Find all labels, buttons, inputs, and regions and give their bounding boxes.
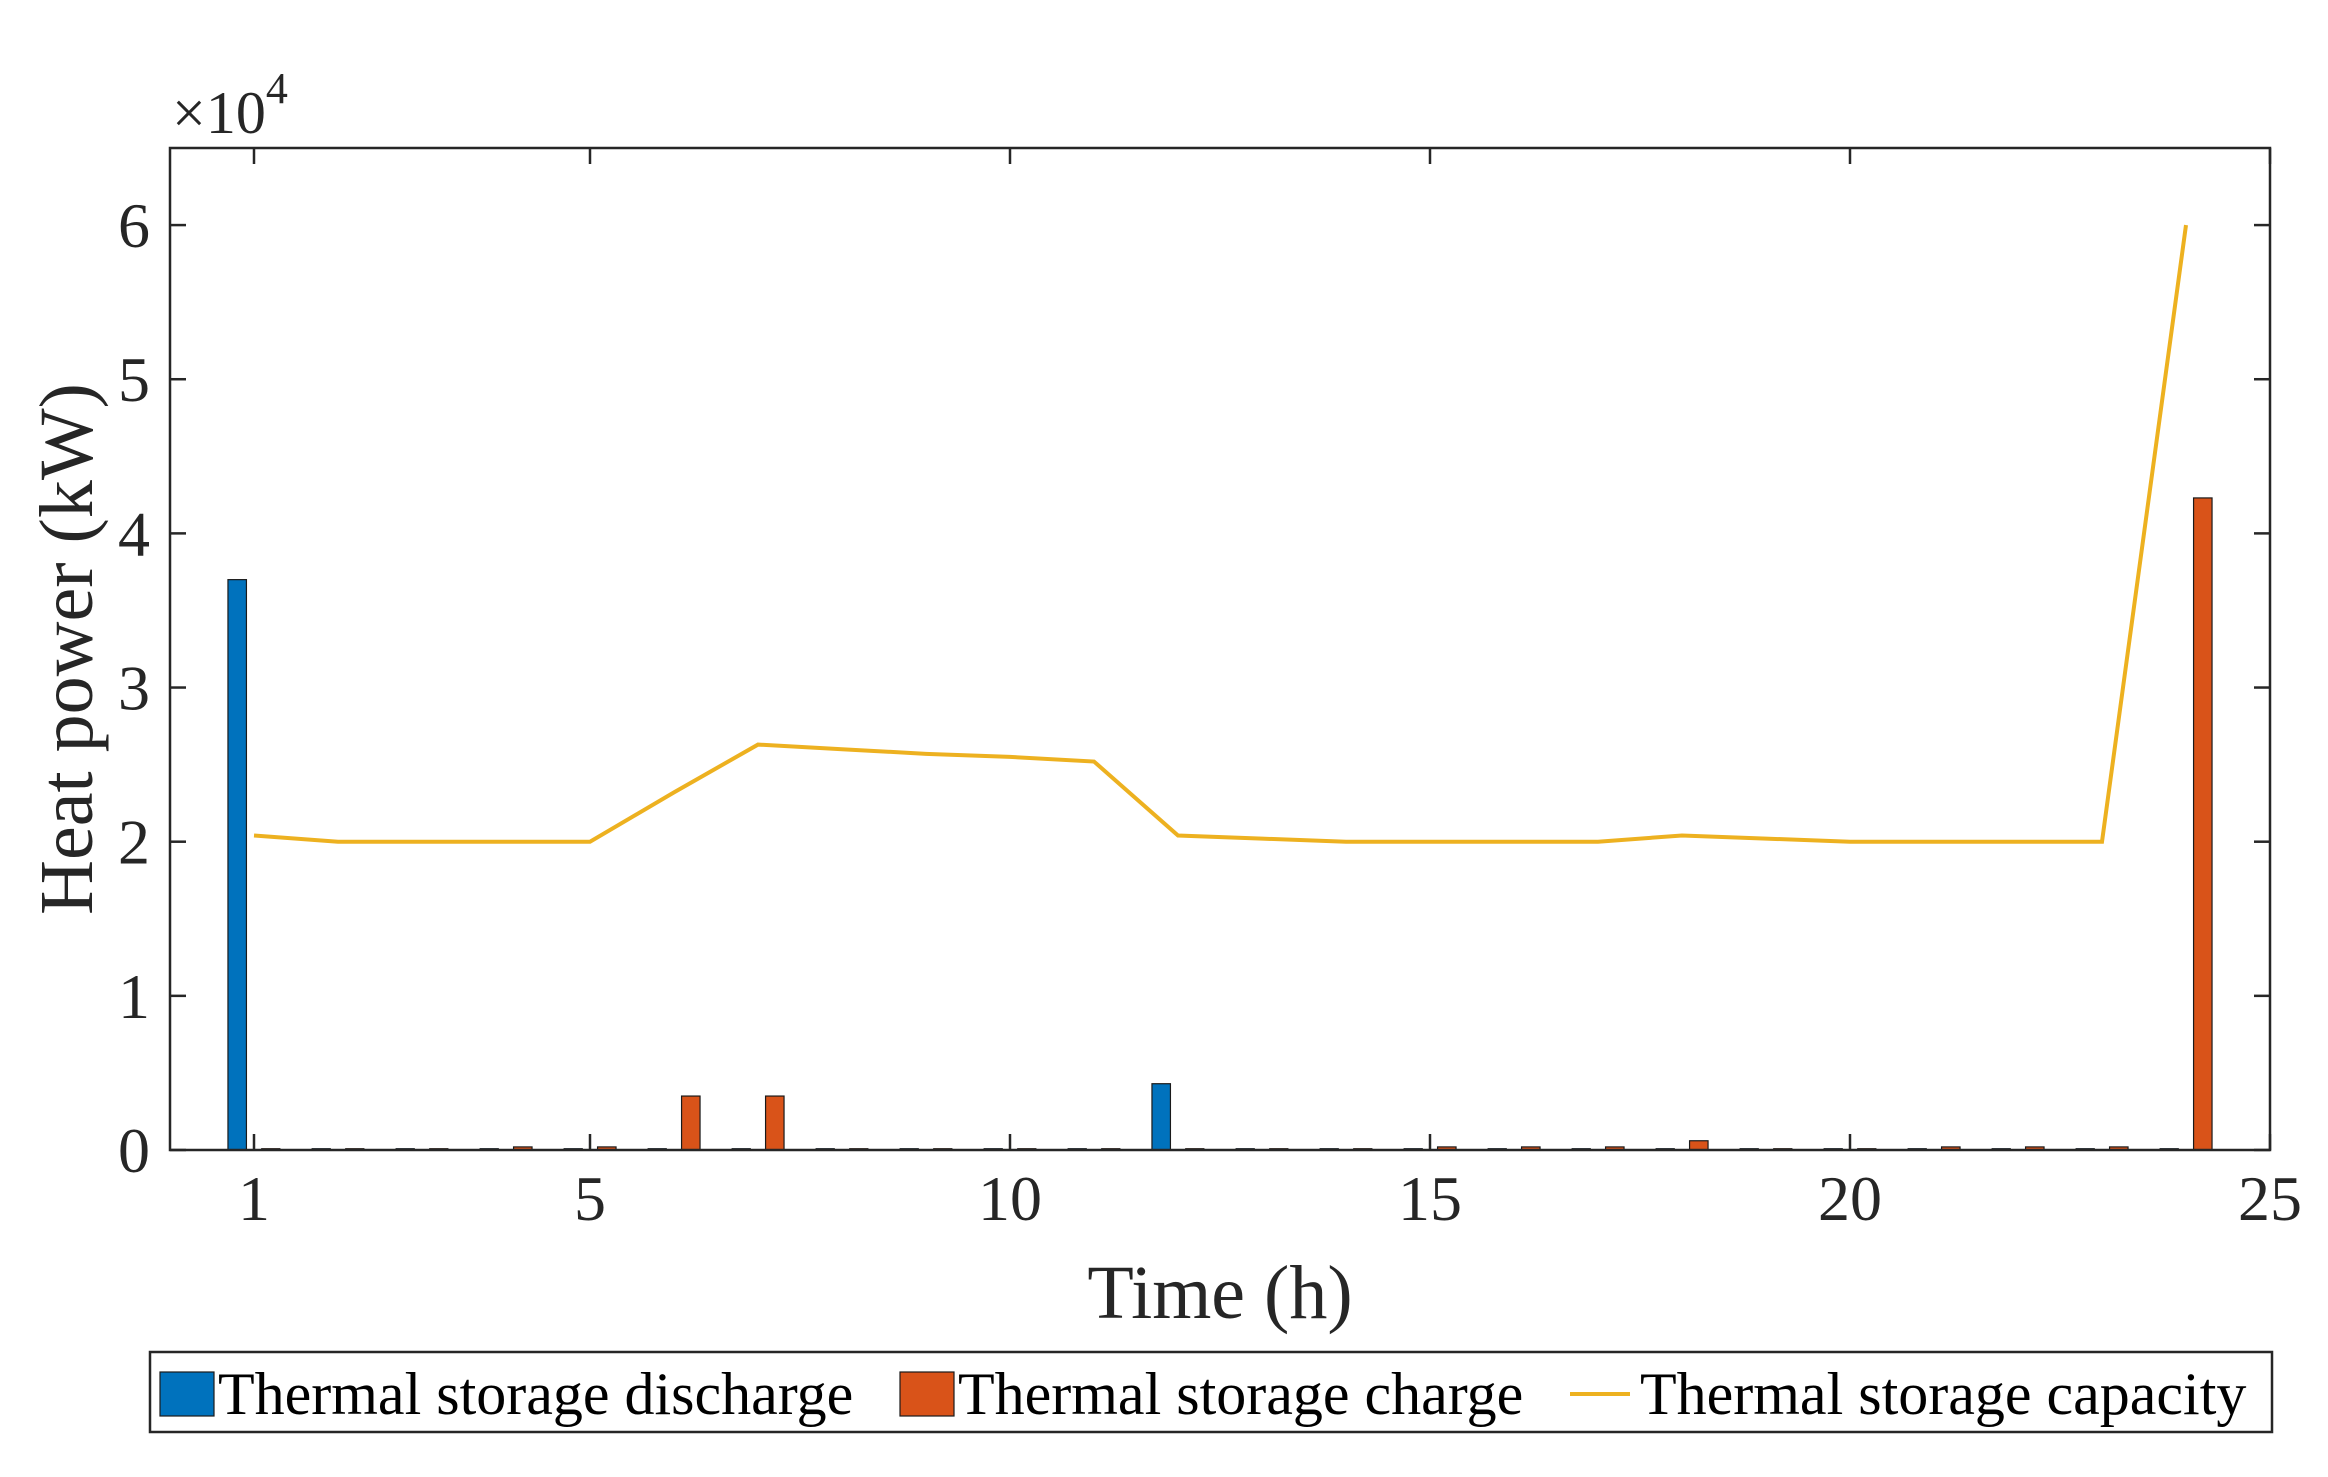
x-tick-label-20: 20 (1818, 1163, 1882, 1234)
legend-items: Thermal storage discharge Thermal storage… (159, 1361, 2246, 1427)
legend: Thermal storage discharge Thermal storage… (148, 1350, 2274, 1434)
plot-area (170, 148, 2270, 1150)
x-tick-label-15: 15 (1398, 1163, 1462, 1234)
x-tick-label-5: 5 (574, 1163, 606, 1234)
y-axis-exponent: ×104 (172, 64, 288, 146)
plot-frame (168, 146, 2272, 1152)
bar-thermal-storage-charge-18 (1688, 1140, 1709, 1151)
y-axis-exponent-power: 4 (266, 64, 288, 113)
x-tick-label-10: 10 (978, 1163, 1042, 1234)
y-axis-label: Heat power (kW) (25, 383, 109, 915)
x-tick-label-1: 1 (238, 1163, 270, 1234)
bars-layer (227, 497, 2213, 1151)
bar-thermal-storage-discharge-1 (227, 579, 248, 1151)
y-tick-label-2: 2 (118, 807, 150, 878)
y-tick-label-3: 3 (118, 653, 150, 724)
y-tick-label-0: 0 (118, 1115, 150, 1186)
bar-thermal-storage-charge-6 (680, 1095, 701, 1151)
y-axis-exponent-base: ×10 (172, 80, 266, 146)
bar-thermal-storage-charge-7 (764, 1095, 785, 1151)
y-tick-label-4: 4 (118, 498, 150, 569)
y-tick-label-1: 1 (118, 961, 150, 1032)
line-layer (253, 224, 2188, 844)
bar-thermal-storage-discharge-12 (1151, 1083, 1172, 1151)
legend-label-thermal-storage-charge: Thermal storage charge (958, 1361, 1523, 1427)
line-thermal-storage-capacity (253, 224, 2188, 844)
legend-label-thermal-storage-capacity: Thermal storage capacity (1640, 1361, 2246, 1427)
legend-label-thermal-storage-discharge: Thermal storage discharge (218, 1361, 853, 1427)
x-tick-label-25: 25 (2238, 1163, 2302, 1234)
y-tick-label-5: 5 (118, 344, 150, 415)
legend-swatch-thermal-storage-discharge (159, 1371, 215, 1417)
y-tick-label-6: 6 (118, 190, 150, 261)
legend-box (148, 1350, 2274, 1434)
legend-swatch-thermal-storage-charge (899, 1371, 955, 1417)
bar-thermal-storage-charge-24 (2192, 497, 2213, 1151)
x-axis-label: Time (h) (1087, 1251, 1352, 1335)
